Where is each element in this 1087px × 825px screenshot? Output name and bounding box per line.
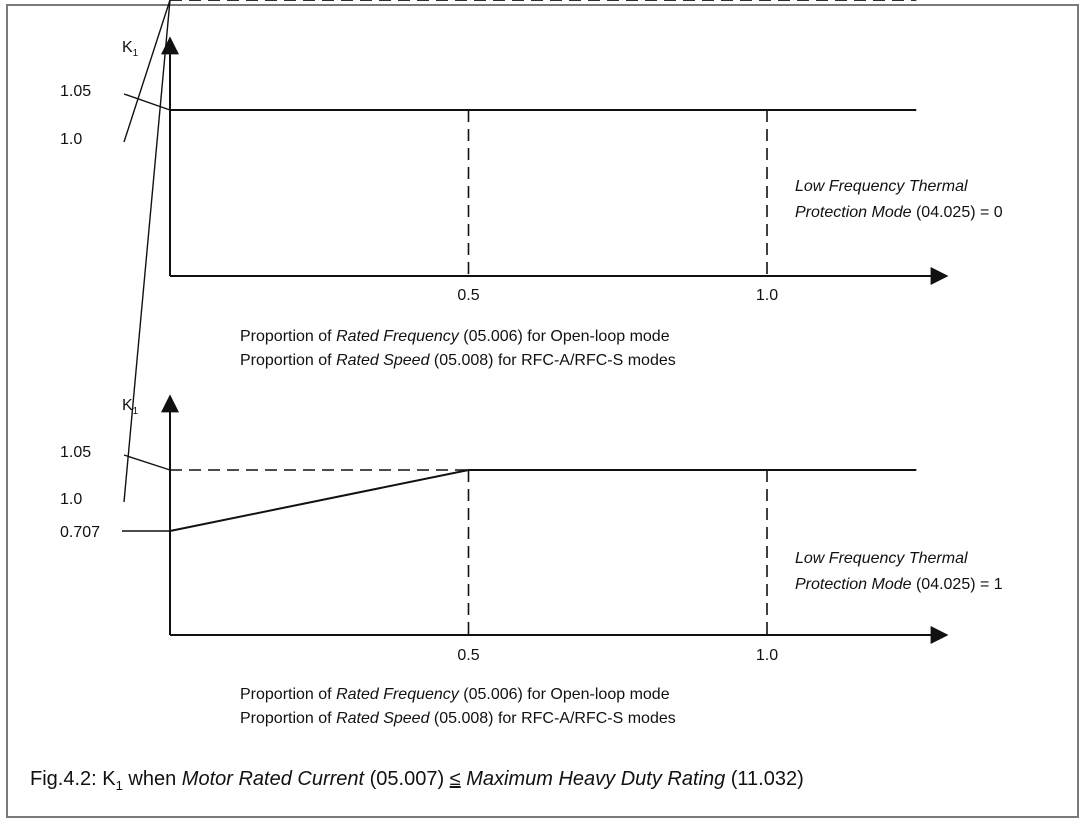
- x-tick-label: 1.0: [756, 287, 778, 304]
- mode-annotation-line1: Low Frequency Thermal: [795, 550, 968, 567]
- y-tick-leader: [123, 93, 171, 111]
- x-tick-label: 0.5: [457, 647, 479, 664]
- mode-annotation-line2: Protection Mode (04.025) = 0: [795, 204, 1003, 221]
- y-tick-label: 1.0: [60, 131, 82, 148]
- x-axis-label-line: Proportion of Rated Speed (05.008) for R…: [240, 710, 676, 727]
- x-axis-label-line: Proportion of Rated Speed (05.008) for R…: [240, 352, 676, 369]
- y-tick-label: 0.707: [60, 524, 100, 541]
- mode-annotation-line2: Protection Mode (04.025) = 1: [795, 576, 1003, 593]
- y-tick-label: 1.0: [60, 491, 82, 508]
- x-tick-label: 1.0: [756, 647, 778, 664]
- x-axis-label-line: Proportion of Rated Frequency (05.006) f…: [240, 328, 670, 345]
- y-axis-label: K1: [122, 39, 139, 59]
- figure-caption: Fig.4.2: K1 when Motor Rated Current (05…: [30, 768, 804, 793]
- y-tick-label: 1.05: [60, 83, 91, 100]
- y-tick-leader: [123, 454, 171, 471]
- figure-frame: [6, 4, 1079, 818]
- x-axis-label-line: Proportion of Rated Frequency (05.006) f…: [240, 686, 670, 703]
- y-tick-leader: [123, 0, 171, 143]
- y-tick-leader: [123, 0, 171, 503]
- y-axis-label: K1: [122, 397, 139, 417]
- chart-bottom: K1 1.05 1.0 0.707 0.5 1.0 Proportion of Rated …: [60, 0, 1003, 727]
- chart-top: K1 1.05 1.0 0.5 1.0 Proportion of Rated Frequ…: [60, 0, 1003, 369]
- series-line: [169, 469, 917, 532]
- x-tick-label: 0.5: [457, 287, 479, 304]
- y-tick-label: 1.05: [60, 444, 91, 461]
- mode-annotation-line1: Low Frequency Thermal: [795, 178, 968, 195]
